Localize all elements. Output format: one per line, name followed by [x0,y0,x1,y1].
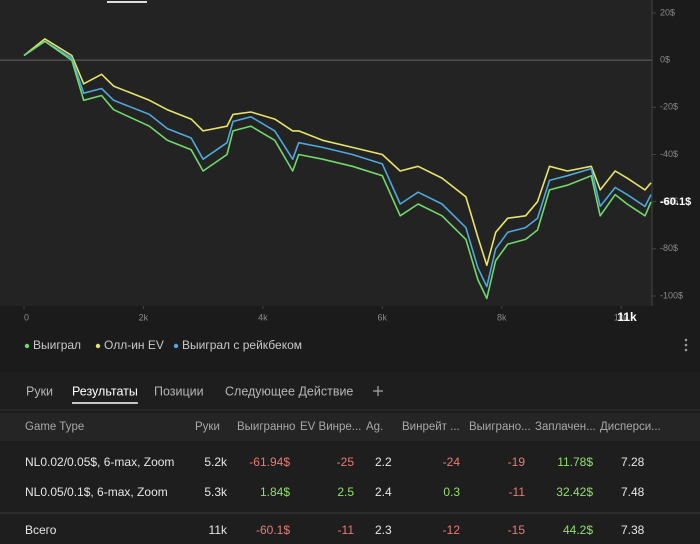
cell: -15 [508,523,526,537]
cell: 44.2$ [563,523,593,537]
legend-label[interactable]: Выиграл [33,338,81,352]
cell: -60.1$ [256,523,290,537]
plot-area [0,0,652,306]
cell: -12 [443,523,461,537]
y-tick-label: -80$ [660,243,678,253]
cell: 7.38 [621,523,645,537]
cell: 7.48 [621,485,645,499]
column-header[interactable]: Руки [195,421,220,433]
cell: 2.5 [337,485,354,499]
column-header[interactable]: Дисперси... [600,421,661,433]
x-tick-label: 10k [614,312,629,322]
x-tick-label: 0 [24,312,29,322]
cell: -24 [443,455,461,469]
dot [684,338,688,342]
cell: 0.3 [443,485,460,499]
legend-swatch [24,343,30,349]
cell: Всего [25,523,57,537]
legend-label[interactable]: Выиграл с рейкбеком [182,338,302,352]
cell: 1.84$ [260,485,290,499]
cell: 5.2k [204,455,228,469]
tab[interactable]: Руки [26,384,53,398]
x-tick-label: 8k [497,312,507,322]
legend-swatch [95,343,101,349]
cell: -11 [509,485,526,499]
cell: -25 [337,455,355,469]
cell: 11.78$ [557,455,593,469]
series-line [23,40,652,300]
end-value-label: -60.1$ [660,196,691,208]
column-header[interactable]: Ag. [366,421,383,433]
add-tab[interactable] [373,386,383,396]
cell: 11k [209,523,228,537]
cell: 7.28 [621,455,645,469]
cell: -19 [508,455,526,469]
cell: 2.3 [375,523,392,537]
y-tick-label: -60$ [660,196,678,206]
y-tick-label: -40$ [660,149,678,159]
series-line [23,40,652,288]
column-header[interactable]: Game Type [25,421,84,433]
dot [684,348,688,352]
table-header-bg [0,413,700,441]
cell: 32.42$ [556,485,593,499]
column-header[interactable]: Заплачен... [535,421,596,433]
column-header[interactable]: Винрейт ... [402,421,460,433]
y-tick-label: -20$ [660,102,678,112]
tab[interactable]: Следующее Действие [225,384,353,398]
tab[interactable]: Позиции [154,384,204,398]
cell: 2.2 [375,455,392,469]
series-line [23,38,652,267]
x-tick-label: 6k [378,312,388,322]
cell: NL0.05/0.1$, 6-max, Zoom [25,485,168,499]
x-tick-label: 2k [139,312,149,322]
table-panel [0,372,700,544]
more-menu[interactable] [684,338,688,352]
tab[interactable]: Результаты [72,384,138,398]
cell: -61.94$ [249,455,290,469]
legend-swatch [173,343,179,349]
cell: 2.4 [375,485,392,499]
cell: 5.3k [204,485,228,499]
cell: NL0.02/0.05$, 6-max, Zoom [25,455,174,469]
dot [684,343,688,347]
y-tick-label: 20$ [660,7,675,17]
x-end-label: 11k [617,310,637,324]
legend-label[interactable]: Олл-ин EV [104,338,164,352]
column-header[interactable]: Выигранно [237,421,295,433]
y-tick-label: -100$ [660,290,683,300]
cell: -11 [338,523,355,537]
x-tick-label: 4k [258,312,268,322]
column-header[interactable]: Выиграно... [469,421,531,433]
column-header[interactable]: EV Винре... [300,421,361,433]
y-tick-label: 0$ [660,55,670,65]
